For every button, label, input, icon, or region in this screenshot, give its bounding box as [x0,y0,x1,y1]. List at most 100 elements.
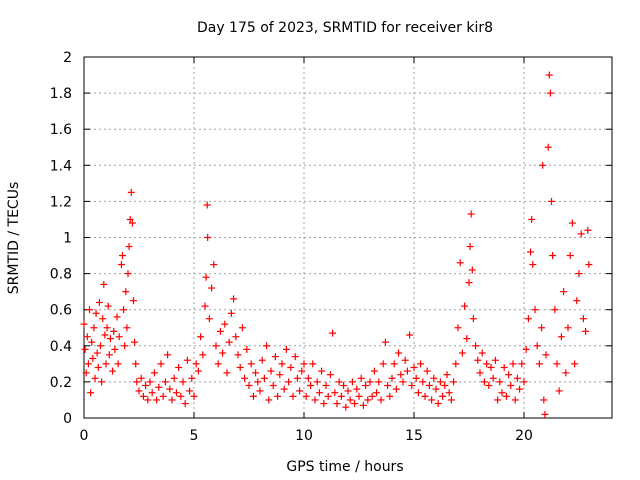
data-point [183,356,191,364]
data-point [436,378,444,386]
data-point [406,331,414,339]
data-point [500,363,508,371]
data-point [90,324,98,332]
data-point [103,324,111,332]
data-point [403,367,411,375]
data-point [324,392,332,400]
data-point [271,353,279,361]
data-point [353,385,361,393]
data-point [494,396,502,404]
y-tick-label: 1 [63,231,72,247]
data-point [551,306,559,314]
data-point [329,329,337,337]
data-point [351,400,359,408]
data-point [564,324,572,332]
data-point [155,383,163,391]
data-point [582,327,590,335]
data-point [373,389,381,397]
data-point [548,197,555,205]
data-point [109,367,117,375]
data-point [115,333,123,341]
data-point [465,279,473,287]
data-point [333,400,341,408]
data-point [204,234,212,241]
data-point [161,378,169,386]
data-point [114,360,122,368]
data-point [474,356,482,364]
data-point [458,349,466,357]
data-point [92,309,100,317]
data-point [278,360,286,368]
data-point [309,360,317,368]
data-point [223,369,231,377]
data-point [410,363,418,371]
data-point [245,382,253,390]
data-point [289,392,297,400]
data-point [148,389,156,397]
y-axis-label: SRMTID / TECUs [6,182,22,295]
data-point [100,280,108,288]
data-point [529,261,537,269]
data-point [181,400,189,408]
data-point [110,327,118,335]
data-point [125,243,133,251]
data-point [498,389,506,397]
data-point [483,360,491,368]
data-point [205,315,213,323]
data-point [177,392,185,400]
data-point [318,367,326,375]
data-point [562,369,570,377]
y-tick-label: 1.8 [50,86,72,102]
data-point [549,252,557,260]
data-point [355,392,363,400]
data-point [153,396,161,404]
data-point [256,387,264,395]
data-point [542,351,550,359]
data-point [463,335,471,343]
data-point [450,378,458,386]
data-point [478,349,486,357]
data-point [573,297,581,305]
data-point [291,353,299,361]
data-point [432,385,440,393]
data-point [491,356,499,364]
data-point [439,392,447,400]
data-point [320,400,328,408]
data-point [425,382,433,390]
data-point [456,259,464,267]
data-point [414,389,422,397]
data-point [313,378,321,386]
data-point [119,252,126,260]
data-point [120,306,128,314]
data-point [381,338,389,346]
data-point [502,392,510,400]
data-point [166,385,174,393]
data-point [509,360,517,368]
data-point [513,374,521,382]
data-point [342,403,350,411]
data-point [98,378,106,386]
data-point [202,273,210,281]
data-point [101,331,109,339]
data-point [127,188,135,196]
data-point [186,387,194,395]
data-point [89,354,97,362]
data-point [368,392,376,400]
data-point [428,396,436,404]
data-point [131,338,139,346]
data-point [518,360,526,368]
y-tick-label: 0.4 [50,339,72,355]
data-point [401,356,409,364]
data-point [258,356,266,364]
data-point [102,360,110,368]
data-point [397,371,405,379]
data-point [476,369,484,377]
y-tick-label: 1.2 [50,194,72,210]
y-tick-label: 1.6 [50,122,72,138]
data-point [344,387,352,395]
data-point [214,360,222,368]
data-point [366,378,374,386]
data-point [340,382,348,390]
data-point [159,392,167,400]
data-point [146,378,154,386]
